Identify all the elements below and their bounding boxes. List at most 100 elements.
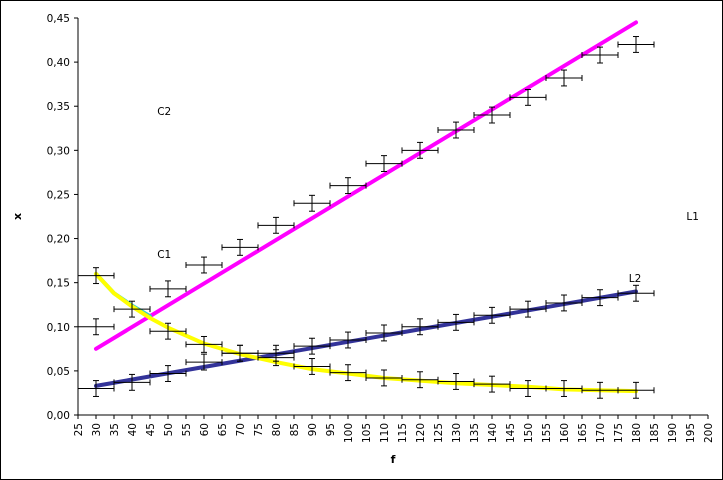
y-axis-ticks: 0,00 0,05 0,10 0,15 0,20 0,25 0,30 0,35 0,40 0,45	[47, 13, 78, 422]
data-point	[185, 353, 223, 371]
x-tick-label: 200	[703, 423, 715, 443]
data-point	[293, 337, 331, 355]
x-tick-label: 185	[649, 423, 661, 443]
annotation-label: C2	[157, 106, 171, 118]
x-tick-label: 130	[451, 423, 463, 443]
data-point	[401, 371, 439, 389]
x-tick-label: 65	[217, 423, 229, 436]
x-axis-ticks: 25 30 35 40 45 50 55 60 65 70 75 80 85 90 95 100 105 110 1…	[73, 415, 715, 443]
x-tick-label: 150	[523, 423, 535, 443]
data-point	[473, 375, 511, 393]
data-point	[329, 364, 367, 382]
data-point	[581, 289, 619, 307]
data-point	[365, 324, 403, 342]
y-tick-label: 0,25	[47, 189, 70, 201]
x-tick-label: 95	[325, 423, 337, 436]
x-tick-label: 75	[253, 423, 265, 436]
x-tick-label: 125	[433, 423, 445, 443]
data-point	[329, 331, 367, 349]
y-tick-label: 0,20	[47, 234, 70, 246]
data-point	[365, 369, 403, 387]
data-point	[257, 344, 295, 362]
data-point	[617, 36, 655, 53]
x-tick-label: 195	[685, 423, 697, 443]
x-tick-label: 105	[361, 423, 373, 443]
data-point	[581, 46, 619, 64]
x-tick-label: 115	[397, 423, 409, 443]
data-point	[293, 194, 331, 212]
data-point	[473, 306, 511, 324]
y-tick-label: 0,15	[47, 278, 70, 290]
axes	[77, 18, 708, 416]
data-point	[437, 373, 475, 390]
data-point	[581, 381, 619, 399]
x-tick-label: 175	[613, 423, 625, 443]
data-point	[401, 141, 439, 159]
data-point	[77, 318, 115, 336]
x-tick-label: 100	[343, 423, 355, 443]
data-point	[437, 313, 475, 331]
data-point	[509, 88, 547, 106]
data-point	[185, 335, 223, 353]
data-point	[149, 365, 187, 382]
x-tick-label: 170	[595, 423, 607, 443]
x-tick-label: 80	[271, 423, 283, 436]
data-point	[473, 106, 511, 124]
annotation-label: C1	[157, 249, 171, 261]
y-tick-label: 0,35	[47, 101, 70, 113]
y-tick-label: 0,10	[47, 322, 70, 334]
data-point	[257, 216, 295, 234]
data-point	[509, 380, 547, 397]
data-point	[509, 300, 547, 318]
x-tick-label: 35	[109, 423, 121, 436]
data-point	[113, 300, 151, 318]
annotations: C2 C1 L1 L2	[157, 106, 699, 285]
x-tick-label: 140	[487, 423, 499, 443]
x-tick-label: 45	[145, 423, 157, 436]
y-tick-label: 0,40	[47, 57, 70, 69]
data-point	[329, 177, 367, 195]
data-point	[545, 69, 583, 87]
data-point	[185, 256, 223, 274]
y-axis-title: x	[11, 213, 24, 220]
data-point	[221, 238, 259, 256]
x-tick-label: 30	[91, 423, 103, 436]
x-tick-label: 135	[469, 423, 481, 443]
x-tick-label: 190	[667, 423, 679, 443]
data-point	[293, 358, 331, 375]
data-point	[365, 155, 403, 173]
x-tick-label: 25	[73, 423, 85, 436]
x-tick-label: 50	[163, 423, 175, 436]
x-tick-label: 60	[199, 423, 211, 436]
x-tick-label: 40	[127, 423, 139, 436]
annotation-label: L2	[629, 273, 642, 285]
data-point	[617, 381, 655, 399]
x-tick-label: 70	[235, 423, 247, 436]
y-tick-label: 0,45	[47, 13, 70, 25]
y-tick-label: 0,30	[47, 145, 70, 157]
annotation-label: L1	[686, 211, 699, 223]
data-point	[77, 267, 115, 285]
x-tick-label: 120	[415, 423, 427, 443]
x-tick-label: 165	[577, 423, 589, 443]
data-point	[545, 294, 583, 312]
y-tick-label: 0,05	[47, 366, 70, 378]
data-points	[77, 36, 655, 399]
data-point	[113, 373, 151, 391]
x-tick-label: 145	[505, 423, 517, 443]
data-point	[149, 322, 187, 340]
x-axis-title: f	[391, 453, 396, 466]
data-point	[149, 280, 187, 298]
x-tick-label: 55	[181, 423, 193, 436]
x-tick-label: 90	[307, 423, 319, 436]
x-tick-label: 180	[631, 423, 643, 443]
x-tick-label: 110	[379, 423, 391, 443]
x-tick-label: 160	[559, 423, 571, 443]
data-point	[617, 284, 655, 302]
y-tick-label: 0,00	[47, 410, 70, 422]
data-point	[545, 380, 583, 397]
x-tick-label: 155	[541, 423, 553, 443]
x-tick-label: 85	[289, 423, 301, 436]
